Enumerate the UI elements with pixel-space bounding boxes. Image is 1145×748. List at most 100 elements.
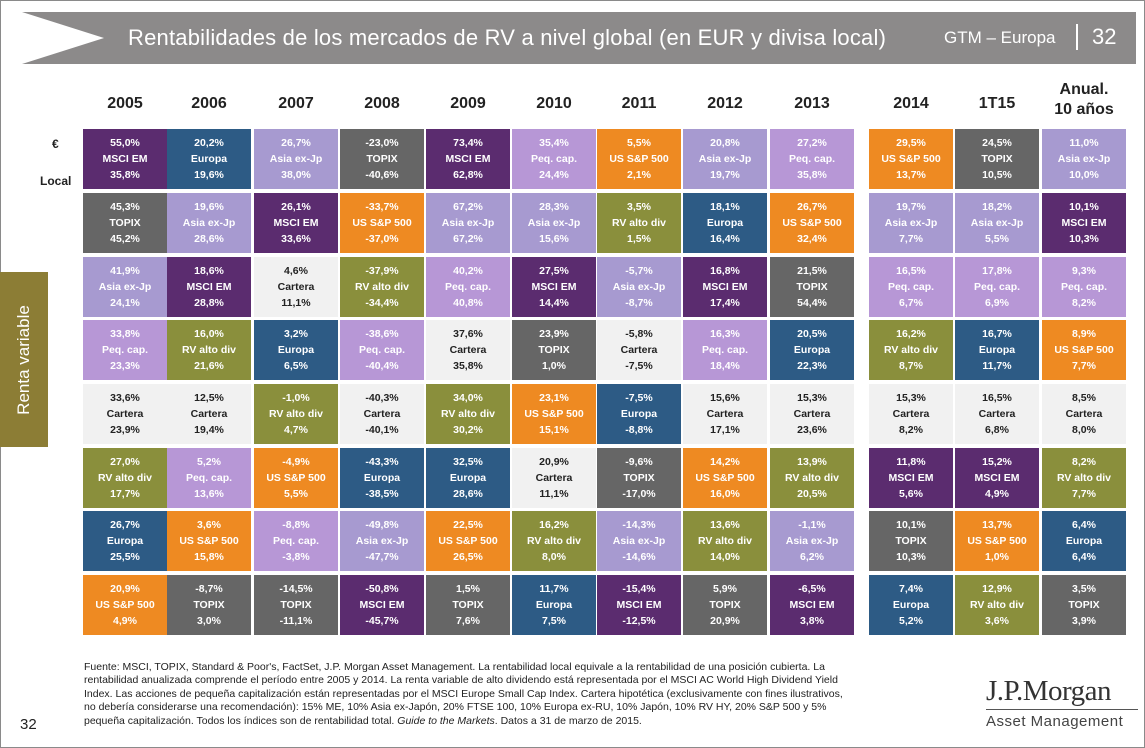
cell-local: -40,6% — [365, 169, 399, 181]
cell-local: 24,4% — [539, 169, 569, 181]
cell-eur: 15,3% — [896, 392, 926, 404]
return-cell: -9,6% TOPIX -17,0% — [597, 448, 681, 508]
cell-name: Asia ex-Jp — [970, 217, 1024, 229]
cell-local: 8,2% — [899, 424, 923, 436]
cell-name: Europa — [535, 599, 573, 611]
cell-eur: 37,6% — [453, 328, 483, 340]
cell-name: Cartera — [620, 344, 658, 356]
return-cell: 32,5% Europa 28,6% — [426, 448, 510, 508]
cell-name: RV alto div — [526, 535, 582, 547]
return-cell: 41,9% Asia ex-Jp 24,1% — [83, 257, 167, 317]
cell-local: 4,9% — [113, 615, 137, 627]
cell-local: 1,0% — [985, 551, 1009, 563]
cell-eur: -43,3% — [365, 456, 399, 468]
cell-eur: 18,1% — [710, 201, 740, 213]
return-cell: 27,0% RV alto div 17,7% — [83, 448, 167, 508]
return-cell: 16,3% Peq. cap. 18,4% — [683, 320, 767, 380]
return-cell: 8,2% RV alto div 7,7% — [1042, 448, 1126, 508]
cell-name: MSCI EM — [273, 217, 319, 229]
cell-local: 10,3% — [896, 551, 926, 563]
cell-eur: -1,1% — [798, 519, 826, 531]
cell-name: Cartera — [106, 408, 144, 420]
cell-eur: -7,5% — [625, 392, 653, 404]
return-cell: 15,6% Cartera 17,1% — [683, 384, 767, 444]
return-cell: 45,3% TOPIX 45,2% — [83, 193, 167, 253]
return-cell: 26,1% MSCI EM 33,6% — [254, 193, 338, 253]
return-cell: 13,6% RV alto div 14,0% — [683, 511, 767, 571]
return-cell: 16,2% RV alto div 8,7% — [869, 320, 953, 380]
cell-name: US S&P 500 — [881, 153, 941, 165]
cell-name: RV alto div — [883, 344, 939, 356]
cell-eur: 18,6% — [194, 265, 224, 277]
cell-eur: -8,8% — [282, 519, 310, 531]
cell-name: RV alto div — [268, 408, 324, 420]
cell-eur: 9,3% — [1072, 265, 1096, 277]
cell-local: 10,5% — [982, 169, 1012, 181]
return-cell: 37,6% Cartera 35,8% — [426, 320, 510, 380]
cell-local: 17,7% — [110, 488, 140, 500]
year-header: 2013 — [794, 95, 830, 112]
cell-local: 6,7% — [899, 297, 923, 309]
return-cell: -50,8% MSCI EM -45,7% — [340, 575, 424, 635]
return-cell: 73,4% MSCI EM 62,8% — [426, 129, 510, 189]
cell-local: 20,9% — [710, 615, 740, 627]
cell-name: TOPIX — [895, 535, 927, 547]
cell-eur: 17,8% — [982, 265, 1012, 277]
cell-eur: 45,3% — [110, 201, 140, 213]
cell-eur: 73,4% — [453, 137, 483, 149]
cell-name: US S&P 500 — [266, 472, 326, 484]
cell-name: Peq. cap. — [101, 344, 149, 356]
cell-eur: 5,9% — [713, 583, 737, 595]
return-cell: -33,7% US S&P 500 -37,0% — [340, 193, 424, 253]
cell-local: 7,6% — [456, 615, 480, 627]
return-cell: 35,4% Peq. cap. 24,4% — [512, 129, 596, 189]
return-cell: 11,7% Europa 7,5% — [512, 575, 596, 635]
cell-name: Cartera — [978, 408, 1016, 420]
cell-local: 6,8% — [985, 424, 1009, 436]
cell-name: MSCI EM — [186, 281, 232, 293]
return-cell: 67,2% Asia ex-Jp 67,2% — [426, 193, 510, 253]
cell-eur: 16,7% — [982, 328, 1012, 340]
cell-name: Asia ex-Jp — [612, 281, 666, 293]
cell-eur: 8,5% — [1072, 392, 1096, 404]
return-cell: 19,6% Asia ex-Jp 28,6% — [167, 193, 251, 253]
return-cell: 24,5% TOPIX 10,5% — [955, 129, 1039, 189]
cell-local: 8,2% — [1072, 297, 1096, 309]
cell-local: 28,6% — [194, 233, 224, 245]
cell-eur: -14,5% — [279, 583, 313, 595]
year-header: 2009 — [450, 95, 486, 112]
header-separator — [1076, 24, 1078, 50]
cell-name: Peq. cap. — [701, 344, 749, 356]
cell-local: 6,5% — [284, 360, 308, 372]
cell-local: 8,0% — [542, 551, 566, 563]
cell-name: TOPIX — [452, 599, 484, 611]
cell-eur: 28,3% — [539, 201, 569, 213]
return-cell: 26,7% US S&P 500 32,4% — [770, 193, 854, 253]
cell-name: Cartera — [706, 408, 744, 420]
cell-local: 14,4% — [539, 297, 569, 309]
row-label-euro: € — [52, 137, 59, 151]
cell-eur: 26,7% — [797, 201, 827, 213]
cell-name: Asia ex-Jp — [884, 217, 938, 229]
return-cell: -43,3% Europa -38,5% — [340, 448, 424, 508]
cell-eur: 3,5% — [1072, 583, 1096, 595]
cell-local: 6,4% — [1072, 551, 1096, 563]
return-cell: 3,2% Europa 6,5% — [254, 320, 338, 380]
cell-name: TOPIX — [981, 153, 1013, 165]
cell-eur: 20,9% — [539, 456, 569, 468]
return-cell: 11,8% MSCI EM 5,6% — [869, 448, 953, 508]
return-cell: -23,0% TOPIX -40,6% — [340, 129, 424, 189]
cell-eur: 16,8% — [710, 265, 740, 277]
cell-local: 33,6% — [281, 233, 311, 245]
cell-local: 26,5% — [453, 551, 483, 563]
cell-name: Asia ex-Jp — [612, 535, 666, 547]
cell-eur: -14,3% — [622, 519, 656, 531]
cell-eur: 7,4% — [899, 583, 923, 595]
cell-name: RV alto div — [697, 535, 753, 547]
return-cell: 29,5% US S&P 500 13,7% — [869, 129, 953, 189]
cell-name: Cartera — [190, 408, 228, 420]
cell-local: 4,9% — [985, 488, 1009, 500]
return-cell: 22,5% US S&P 500 26,5% — [426, 511, 510, 571]
cell-local: 3,8% — [800, 615, 824, 627]
